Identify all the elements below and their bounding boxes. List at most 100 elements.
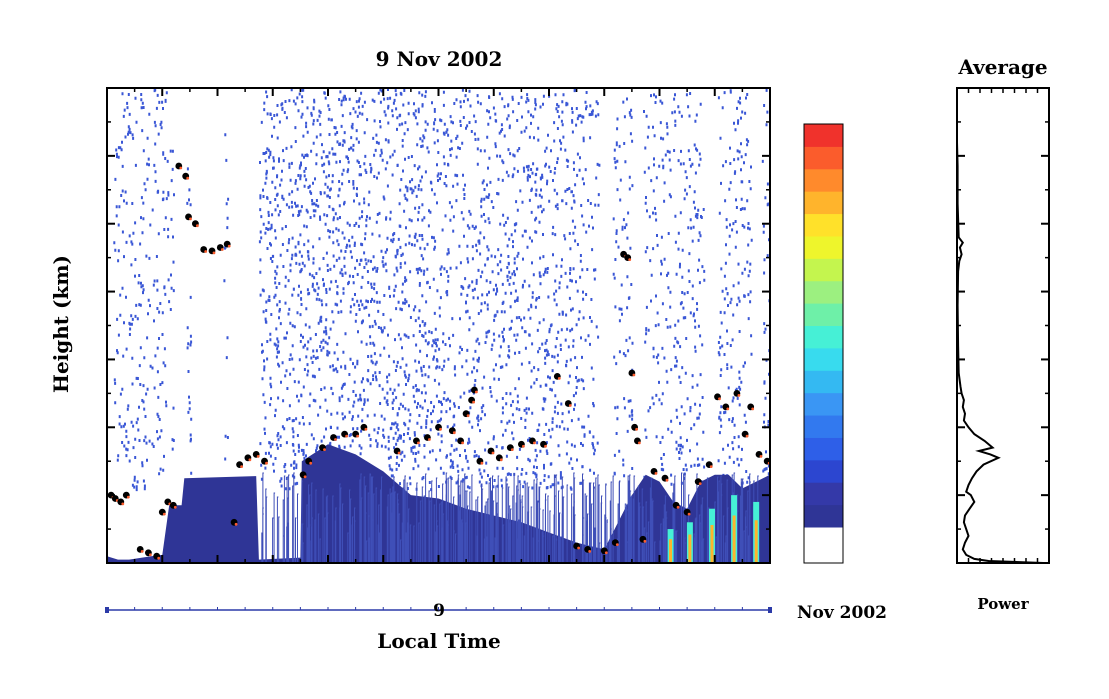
cloud-mark-core bbox=[323, 448, 326, 451]
cloud-mark-core bbox=[577, 546, 580, 550]
cloud-mark-core bbox=[604, 551, 608, 555]
colorbar bbox=[803, 123, 844, 564]
cloud-mark-core bbox=[480, 461, 484, 465]
cloud-mark-core bbox=[665, 478, 669, 482]
cloud-mark-core bbox=[240, 465, 244, 468]
colorbar-swatch bbox=[804, 370, 843, 394]
average-profile-panel: Average Power bbox=[956, 55, 1050, 613]
cloud-mark-core bbox=[227, 244, 231, 248]
cloud-mark-core bbox=[428, 438, 431, 441]
colorbar-swatch bbox=[804, 146, 843, 170]
colorbar-swatch bbox=[804, 191, 843, 215]
average-profile-line bbox=[956, 88, 1044, 564]
colorbar-swatch bbox=[804, 213, 843, 237]
x-axis-label: Local Time bbox=[377, 629, 500, 653]
cloud-mark-core bbox=[654, 472, 658, 475]
date-bar bbox=[105, 607, 772, 613]
colorbar-swatch bbox=[804, 235, 843, 259]
heatmap-data bbox=[107, 88, 770, 563]
profile-plot-frame bbox=[956, 87, 1050, 564]
cloud-mark-core bbox=[687, 512, 691, 516]
profile-plot-area bbox=[956, 87, 1050, 564]
colorbar-swatch bbox=[804, 258, 843, 282]
profile-chart-title: Average bbox=[957, 55, 1047, 79]
cloud-mark-core bbox=[220, 248, 224, 251]
cloud-mark-core bbox=[557, 377, 561, 380]
surface-echo-core bbox=[754, 520, 758, 563]
date-day-label: 9 bbox=[433, 601, 445, 621]
cloud-mark-core bbox=[726, 407, 730, 411]
cloud-mark-core bbox=[126, 495, 130, 499]
cloud-mark-core bbox=[635, 427, 638, 431]
cloud-mark-core bbox=[364, 427, 368, 431]
cloud-mark-core bbox=[397, 451, 401, 455]
cloud-mark-core bbox=[475, 390, 478, 394]
cloud-mark-core bbox=[709, 465, 713, 468]
cloud-mark-core bbox=[157, 556, 161, 560]
cloud-mark-core bbox=[121, 502, 125, 506]
cloud-mark-core bbox=[162, 512, 166, 516]
colorbar-swatch bbox=[804, 168, 843, 192]
cloud-mark-core bbox=[628, 258, 632, 261]
cloud-mark-core bbox=[718, 397, 721, 401]
cloud-mark-core bbox=[189, 217, 192, 221]
cloud-mark-core bbox=[140, 550, 144, 553]
colorbar-swatch bbox=[804, 347, 843, 371]
cloud-mark-core bbox=[173, 505, 177, 509]
cloud-mark-core bbox=[466, 414, 470, 418]
cloud-mark-core bbox=[452, 431, 456, 435]
date-month-label: Nov 2002 bbox=[797, 603, 887, 623]
cloud-mark-core bbox=[265, 461, 268, 465]
cloud-mark-core bbox=[638, 441, 641, 445]
cloud-mark-core bbox=[745, 434, 749, 438]
cloud-mark-core bbox=[643, 539, 647, 543]
cloud-mark-core bbox=[698, 482, 702, 485]
cloud-mark-core bbox=[737, 394, 741, 397]
cloud-mark-core bbox=[472, 400, 475, 404]
cloud-mark-core bbox=[256, 455, 260, 458]
cloud-mark-core bbox=[522, 444, 525, 448]
cloud-mark-core bbox=[303, 475, 307, 479]
time-height-panel: 9 Nov 2002 Height (km) Local Time 9 Nov … bbox=[49, 47, 887, 653]
colorbar-swatch bbox=[804, 392, 843, 416]
heatmap-plot-area bbox=[106, 87, 771, 564]
cloud-mark-core bbox=[676, 505, 680, 509]
band-streaks bbox=[261, 472, 759, 563]
surface-echo-core bbox=[669, 539, 673, 563]
surface-echo-core bbox=[732, 515, 736, 563]
main-chart-title: 9 Nov 2002 bbox=[376, 47, 503, 71]
cloud-mark-core bbox=[499, 458, 503, 462]
cloud-mark-core bbox=[568, 404, 572, 407]
colorbar-swatch bbox=[804, 280, 843, 304]
colorbar-swatch bbox=[804, 482, 843, 506]
colorbar-swatch bbox=[804, 459, 843, 483]
cloud-mark-core bbox=[309, 461, 313, 465]
colorbar-swatch bbox=[804, 325, 843, 349]
cloud-mark-core bbox=[356, 434, 359, 438]
cloud-mark-core bbox=[632, 373, 636, 377]
cloud-mark-core bbox=[345, 434, 348, 438]
cloud-mark-core bbox=[204, 250, 208, 253]
cloud-mark-core bbox=[196, 224, 199, 228]
cloud-mark-core bbox=[334, 438, 337, 441]
cloud-mark-core bbox=[751, 407, 755, 411]
surface-echo-core bbox=[688, 534, 692, 563]
colorbar-frame bbox=[803, 123, 844, 564]
cloud-mark-core bbox=[759, 455, 763, 458]
cloud-mark-core bbox=[544, 444, 547, 448]
profile-x-axis-label: Power bbox=[977, 595, 1029, 613]
colorbar-swatch bbox=[804, 415, 843, 438]
cloud-mark-core bbox=[212, 251, 216, 255]
colorbar-zero-swatch bbox=[804, 527, 843, 563]
cloud-mark-core bbox=[588, 550, 592, 553]
cloud-mark-core bbox=[179, 166, 183, 170]
noise-speckle bbox=[113, 88, 770, 492]
cloud-mark-core bbox=[186, 176, 190, 180]
cloud-mark-core bbox=[149, 553, 152, 557]
cloud-mark-core bbox=[510, 448, 514, 451]
cloud-mark-core bbox=[439, 427, 442, 431]
cloud-mark-core bbox=[417, 441, 420, 445]
cloud-mark-core bbox=[234, 522, 238, 526]
cloud-mark-core bbox=[491, 451, 495, 455]
